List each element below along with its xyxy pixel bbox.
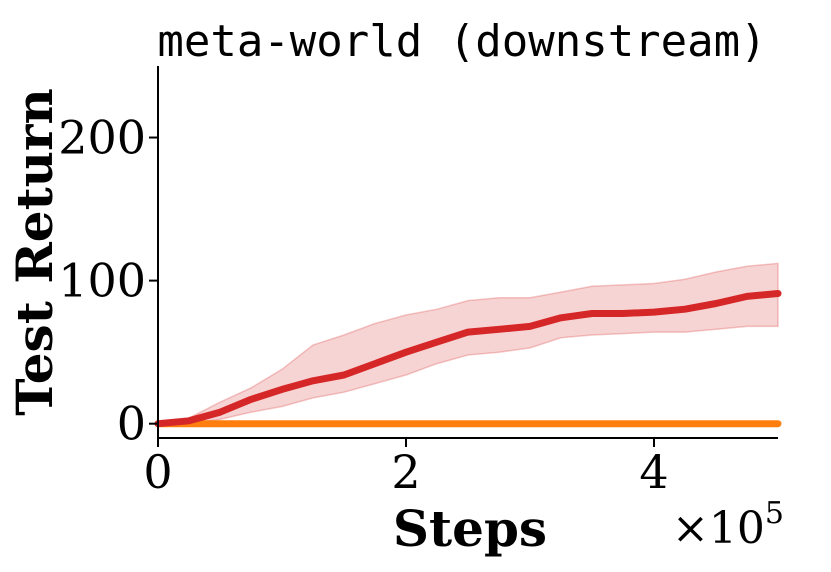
- x-scale-exponent: 5: [765, 496, 784, 531]
- series-0-line: [154, 290, 782, 428]
- y-tick-label: 100: [58, 254, 146, 308]
- x-tick-label: 0: [143, 445, 172, 499]
- ticks-layer: 0 100 200 0 2 4: [58, 111, 668, 499]
- y-tick-label: 200: [58, 111, 146, 165]
- x-tick-label: 2: [391, 445, 420, 499]
- x-axis-label: Steps: [393, 499, 547, 558]
- x-scale-base: ×10: [672, 503, 765, 554]
- x-scale-multiplier: ×105: [672, 496, 784, 554]
- x-tick-label: 4: [639, 445, 668, 499]
- y-tick-label: 0: [117, 397, 146, 451]
- chart-title: meta-world (downstream): [157, 16, 766, 67]
- y-axis-label: Test Return: [5, 88, 64, 415]
- series-layer: [154, 262, 782, 428]
